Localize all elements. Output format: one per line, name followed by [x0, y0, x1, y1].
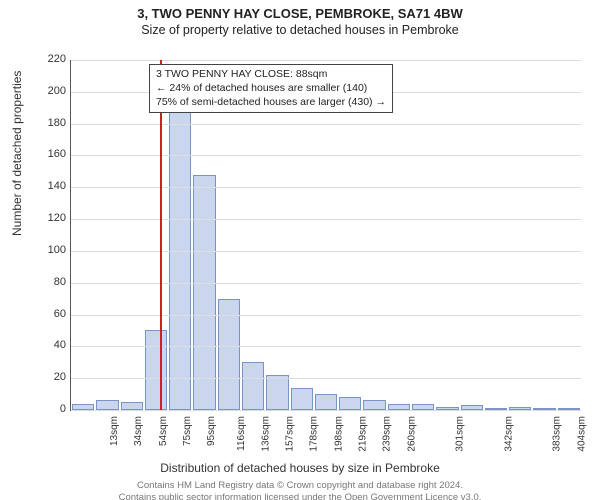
- footer-line-2: Contains public sector information licen…: [0, 492, 600, 500]
- histogram-bar: [363, 400, 385, 410]
- callout-box: 3 TWO PENNY HAY CLOSE: 88sqm ← 24% of de…: [149, 64, 393, 113]
- x-tick-label: 95sqm: [206, 416, 217, 446]
- histogram-bar: [315, 394, 337, 410]
- histogram-bar: [339, 397, 361, 410]
- y-axis-title: Number of detached properties: [10, 71, 24, 236]
- histogram-bar: [96, 400, 118, 410]
- y-tick-label: 60: [40, 308, 66, 320]
- histogram-bar: [266, 375, 288, 410]
- chart-subtitle: Size of property relative to detached ho…: [0, 23, 600, 37]
- y-tick-label: 160: [40, 148, 66, 160]
- gridline: [71, 187, 581, 188]
- gridline: [71, 124, 581, 125]
- chart-title: 3, TWO PENNY HAY CLOSE, PEMBROKE, SA71 4…: [0, 6, 600, 21]
- x-tick-label: 301sqm: [455, 416, 466, 452]
- callout-line-1: 3 TWO PENNY HAY CLOSE: 88sqm: [156, 67, 386, 81]
- gridline: [71, 315, 581, 316]
- gridline: [71, 60, 581, 61]
- y-tick-label: 80: [40, 276, 66, 288]
- histogram-bar: [193, 175, 215, 410]
- gridline: [71, 155, 581, 156]
- y-tick-label: 140: [40, 180, 66, 192]
- x-tick-label: 34sqm: [133, 416, 144, 446]
- x-tick-label: 157sqm: [285, 416, 296, 452]
- y-tick-label: 180: [40, 117, 66, 129]
- x-axis-title: Distribution of detached houses by size …: [0, 461, 600, 475]
- y-tick-label: 0: [40, 403, 66, 415]
- gridline: [71, 410, 581, 411]
- x-tick-label: 383sqm: [552, 416, 563, 452]
- x-tick-label: 13sqm: [109, 416, 120, 446]
- callout-line-3: 75% of semi-detached houses are larger (…: [156, 95, 386, 109]
- gridline: [71, 346, 581, 347]
- plot-area: 3 TWO PENNY HAY CLOSE: 88sqm ← 24% of de…: [70, 60, 581, 411]
- gridline: [71, 378, 581, 379]
- gridline: [71, 283, 581, 284]
- gridline: [71, 251, 581, 252]
- x-tick-label: 178sqm: [309, 416, 320, 452]
- chart-container: 3, TWO PENNY HAY CLOSE, PEMBROKE, SA71 4…: [0, 6, 600, 500]
- y-tick-label: 100: [40, 244, 66, 256]
- histogram-bar: [242, 362, 264, 410]
- footer: Contains HM Land Registry data © Crown c…: [0, 480, 600, 500]
- footer-line-1: Contains HM Land Registry data © Crown c…: [0, 480, 600, 492]
- y-tick-label: 200: [40, 85, 66, 97]
- histogram-bar: [169, 74, 191, 410]
- x-tick-label: 116sqm: [235, 416, 246, 451]
- x-tick-label: 75sqm: [182, 416, 193, 446]
- histogram-bar: [291, 388, 313, 410]
- histogram-bar: [145, 330, 167, 410]
- x-tick-label: 260sqm: [406, 416, 417, 452]
- x-tick-label: 136sqm: [260, 416, 271, 452]
- histogram-bar: [121, 402, 143, 410]
- y-tick-label: 20: [40, 371, 66, 383]
- callout-line-2: ← 24% of detached houses are smaller (14…: [156, 81, 386, 95]
- y-tick-label: 220: [40, 53, 66, 65]
- y-tick-label: 120: [40, 212, 66, 224]
- x-tick-label: 239sqm: [382, 416, 393, 452]
- x-tick-label: 404sqm: [576, 416, 587, 452]
- x-tick-label: 219sqm: [358, 416, 369, 452]
- y-tick-label: 40: [40, 339, 66, 351]
- x-tick-label: 54sqm: [158, 416, 169, 446]
- x-tick-label: 342sqm: [503, 416, 514, 452]
- x-tick-label: 198sqm: [333, 416, 344, 452]
- gridline: [71, 219, 581, 220]
